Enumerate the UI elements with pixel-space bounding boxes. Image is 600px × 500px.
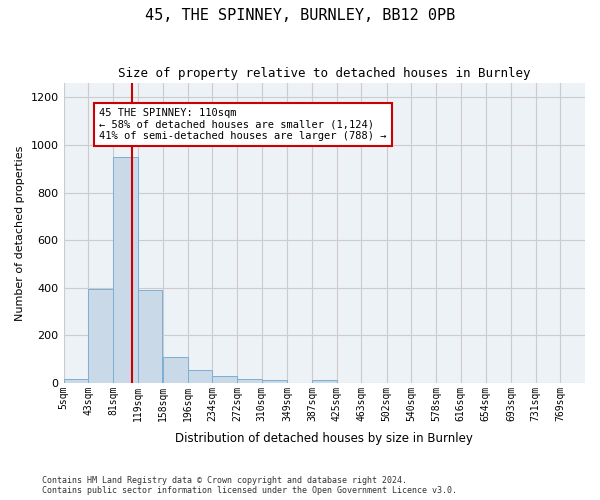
Text: 45, THE SPINNEY, BURNLEY, BB12 0PB: 45, THE SPINNEY, BURNLEY, BB12 0PB: [145, 8, 455, 22]
Bar: [262, 380, 287, 383]
Bar: [188, 370, 212, 383]
Bar: [312, 380, 337, 383]
Text: 45 THE SPINNEY: 110sqm
← 58% of detached houses are smaller (1,124)
41% of semi-: 45 THE SPINNEY: 110sqm ← 58% of detached…: [100, 108, 387, 141]
Bar: [137, 290, 163, 383]
Bar: [88, 289, 113, 383]
Bar: [237, 380, 262, 383]
Bar: [163, 356, 188, 383]
Bar: [113, 157, 137, 383]
Bar: [64, 380, 88, 383]
Y-axis label: Number of detached properties: Number of detached properties: [15, 146, 25, 320]
X-axis label: Distribution of detached houses by size in Burnley: Distribution of detached houses by size …: [175, 432, 473, 445]
Text: Contains HM Land Registry data © Crown copyright and database right 2024.
Contai: Contains HM Land Registry data © Crown c…: [42, 476, 457, 495]
Title: Size of property relative to detached houses in Burnley: Size of property relative to detached ho…: [118, 68, 530, 80]
Bar: [212, 376, 237, 383]
